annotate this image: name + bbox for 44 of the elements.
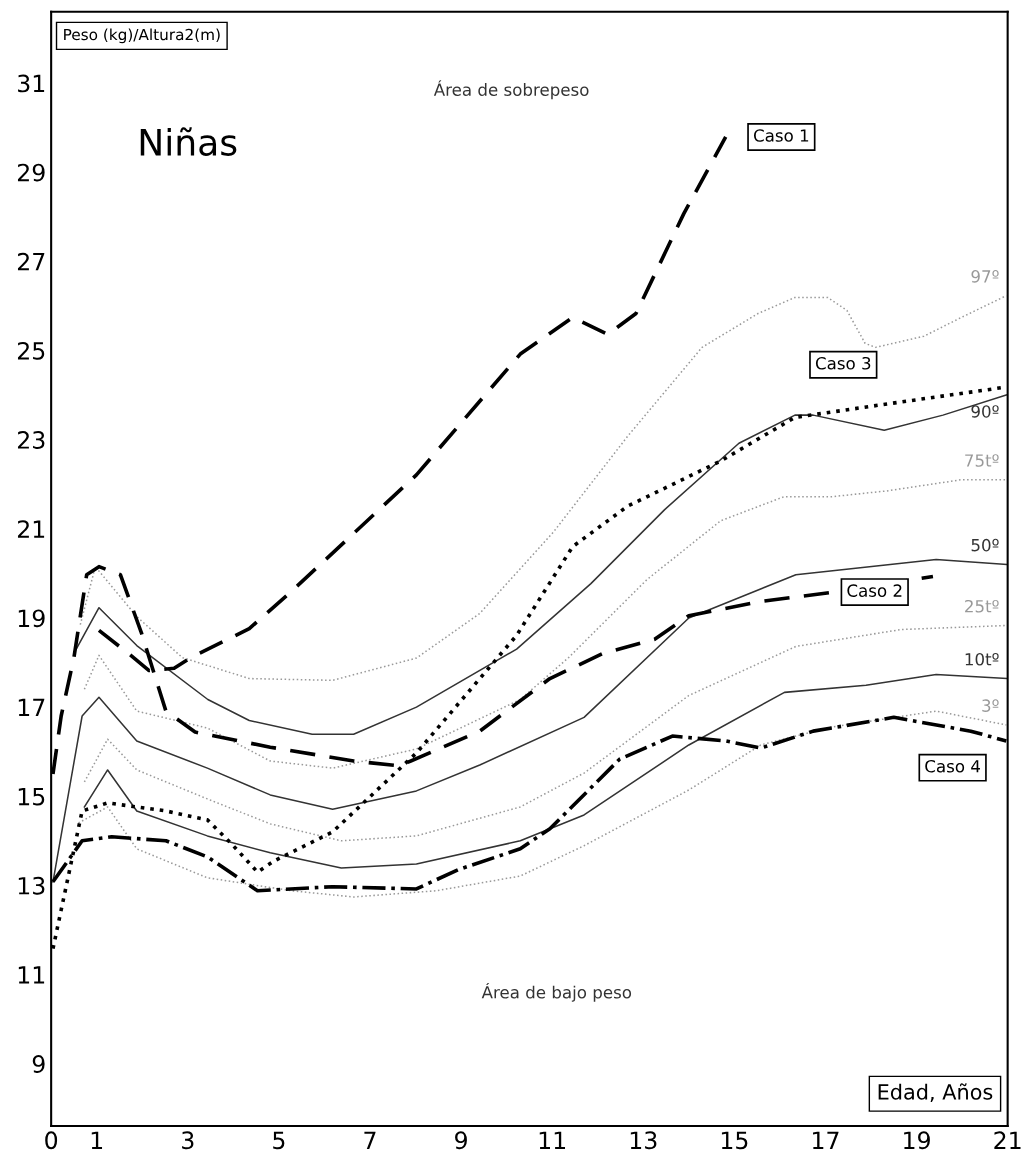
x-tick-label: 0 — [45, 1131, 58, 1150]
x-tick-label: 17 — [813, 1131, 839, 1149]
y-tick-label: 31 — [18, 74, 45, 93]
annotation: Área de bajo peso — [481, 982, 632, 1002]
series-label: Caso 1 — [753, 129, 809, 142]
series-label: 75tº — [965, 454, 999, 467]
x-tick-label: 3 — [182, 1131, 194, 1150]
y-tick-label: 11 — [18, 966, 45, 984]
y-tick-label: 15 — [18, 787, 45, 806]
y-tick-label: 13 — [18, 876, 45, 895]
series-label: 50º — [971, 538, 999, 552]
series-label: Caso 2 — [847, 584, 902, 597]
text: Caso 3 — [815, 356, 871, 370]
y-tick-label: 17 — [18, 698, 45, 717]
y-tick-label: 27 — [17, 252, 45, 271]
x-axis-title: Edad, Años — [878, 1083, 993, 1102]
y-tick-label: 21 — [17, 520, 45, 538]
y-tick-label: 19 — [18, 609, 45, 628]
line-series — [52, 558, 1008, 883]
y-tick-label: 29 — [17, 163, 45, 182]
series-label: Caso 4 — [925, 759, 980, 773]
line-series — [83, 673, 1008, 869]
series-label: 3º — [982, 699, 999, 712]
series-label: 25tº — [965, 599, 999, 613]
x-tick-label: 11 — [539, 1131, 566, 1149]
y-axis-title: Peso (kg)/Altura2(m) — [64, 28, 220, 44]
x-tick-label: 5 — [273, 1131, 285, 1150]
y-tick-label: 9 — [32, 1055, 45, 1073]
text: Niñas — [140, 127, 237, 156]
x-tick-label: 9 — [455, 1131, 467, 1150]
x-tick-label: 7 — [364, 1131, 376, 1149]
line-series — [75, 394, 1008, 736]
line-series — [83, 624, 1008, 842]
annotation: Área de sobrepeso — [433, 80, 589, 100]
x-tick-label: 19 — [904, 1131, 930, 1150]
x-tick-label: 1 — [91, 1131, 103, 1149]
series-label: 90º — [971, 405, 999, 418]
x-tick-label: 13 — [630, 1131, 657, 1150]
y-tick-label: 23 — [17, 431, 45, 449]
x-tick-label: 21 — [994, 1131, 1021, 1149]
series-label: 97º — [971, 270, 999, 283]
x-tick-label: 15 — [721, 1131, 748, 1150]
y-tick-label: 25 — [17, 341, 45, 360]
series-label: 10tº — [965, 652, 999, 666]
